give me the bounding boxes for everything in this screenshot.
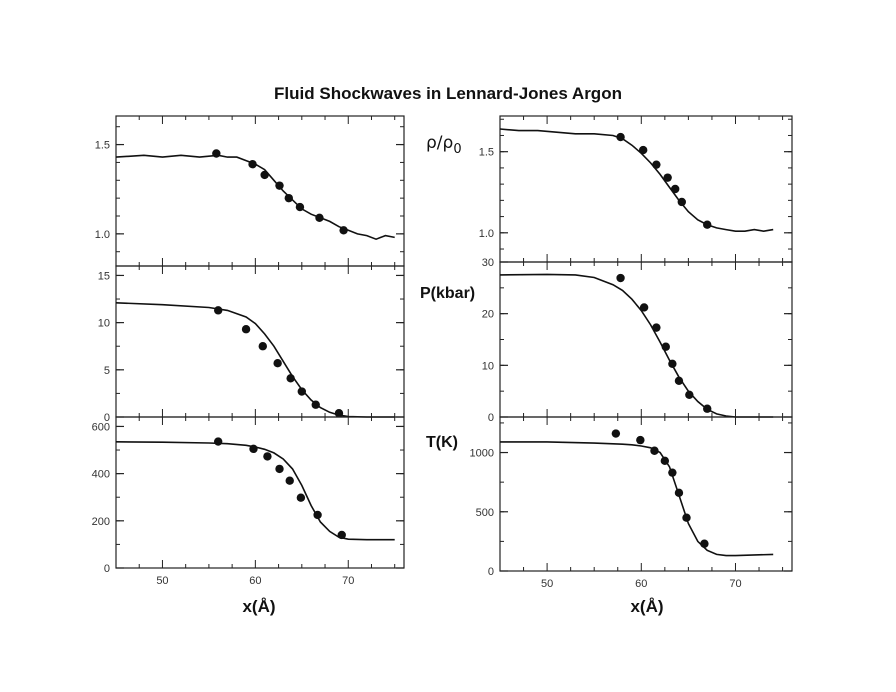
data-point <box>661 342 670 351</box>
data-point <box>639 303 649 312</box>
data-point <box>652 160 661 169</box>
data-point <box>313 510 322 520</box>
data-point <box>258 342 267 351</box>
panel-right-middle: 0 10 20 30 <box>482 257 793 424</box>
data-point <box>685 390 694 399</box>
panel-frame-left-bottom <box>115 416 405 569</box>
data-point <box>273 359 282 368</box>
series-line-right-middle <box>499 273 774 418</box>
y-tick-label: 20 <box>482 309 494 321</box>
row-label-density-subscript: 0 <box>453 142 461 157</box>
data-point <box>286 374 295 383</box>
y-tick-label: 1.0 <box>479 228 494 240</box>
data-point <box>285 476 294 485</box>
data-point <box>660 456 670 466</box>
data-point <box>636 435 645 445</box>
data-point <box>668 359 677 368</box>
row-label-density: ρ/ρ0 <box>426 133 462 157</box>
data-point <box>703 404 712 413</box>
data-point <box>671 184 680 194</box>
data-point <box>275 181 284 190</box>
y-tick-label: 15 <box>98 270 110 282</box>
y-tick-label: 0 <box>104 563 110 575</box>
data-point <box>638 145 648 155</box>
x-tick-label: 60 <box>635 578 647 590</box>
x-tick-label: 50 <box>541 578 553 590</box>
row-label-density-main: ρ/ρ <box>426 133 453 153</box>
data-point <box>311 400 320 409</box>
x-axis-label-left: x(Å) <box>242 597 275 616</box>
x-axis-label-right: x(Å) <box>630 597 663 616</box>
data-point <box>275 464 284 474</box>
data-point <box>334 409 344 418</box>
panel-right-bottom: 0 500 1000 50 60 70 <box>470 416 793 590</box>
data-point <box>652 323 661 332</box>
y-tick-label: 0 <box>488 566 494 578</box>
data-point <box>339 226 348 235</box>
data-point <box>668 468 677 477</box>
data-point <box>248 160 257 169</box>
series-line-left-bottom <box>115 441 395 541</box>
y-tick-label: 1.5 <box>479 147 494 159</box>
x-tick-label: 70 <box>342 575 354 587</box>
y-tick-label: 500 <box>476 507 494 519</box>
data-point <box>260 170 269 180</box>
x-tick-label: 50 <box>156 575 168 587</box>
data-point <box>677 197 686 207</box>
row-label-temperature: T(K) <box>426 434 458 451</box>
y-tick-label: 10 <box>98 318 110 330</box>
data-point <box>296 493 306 502</box>
series-line-right-top <box>499 128 774 233</box>
data-point <box>263 452 272 461</box>
y-tick-label: 0 <box>104 412 110 424</box>
y-tick-label: 10 <box>482 360 494 372</box>
data-point <box>616 273 625 283</box>
data-point <box>611 429 621 438</box>
data-point <box>284 193 293 203</box>
y-tick-label: 30 <box>482 257 494 269</box>
data-point <box>674 376 684 386</box>
y-tick-label: 1.5 <box>95 140 110 152</box>
y-tick-label: 0 <box>488 412 494 424</box>
data-point <box>616 132 625 142</box>
data-point <box>249 444 258 454</box>
series-line-left-top <box>115 154 395 241</box>
data-point <box>213 437 223 446</box>
y-tick-label: 1.0 <box>95 229 110 241</box>
data-point <box>212 149 221 158</box>
data-point <box>650 446 659 455</box>
data-point <box>682 513 691 522</box>
y-tick-label: 400 <box>92 469 110 481</box>
data-point <box>213 306 223 315</box>
y-tick-label: 5 <box>104 365 110 377</box>
data-point <box>337 530 346 540</box>
data-point <box>241 325 251 334</box>
row-label-pressure: P(kbar) <box>420 285 475 302</box>
data-point <box>297 387 307 396</box>
data-point <box>315 213 324 222</box>
panel-left-bottom: 0 200 400 600 50 60 70 <box>92 416 405 587</box>
y-tick-label: 200 <box>92 516 110 528</box>
x-tick-label: 60 <box>249 575 261 587</box>
panel-frame-right-bottom <box>499 416 793 572</box>
y-tick-label: 1000 <box>470 448 494 460</box>
data-point <box>295 202 305 212</box>
x-tick-label: 70 <box>729 578 741 590</box>
data-point <box>700 539 709 548</box>
data-point <box>663 173 672 182</box>
data-point <box>674 488 684 498</box>
y-tick-label: 600 <box>92 421 110 433</box>
data-point <box>703 220 712 229</box>
series-line-right-bottom <box>500 441 774 557</box>
figure-title: Fluid Shockwaves in Lennard-Jones Argon <box>274 84 622 103</box>
